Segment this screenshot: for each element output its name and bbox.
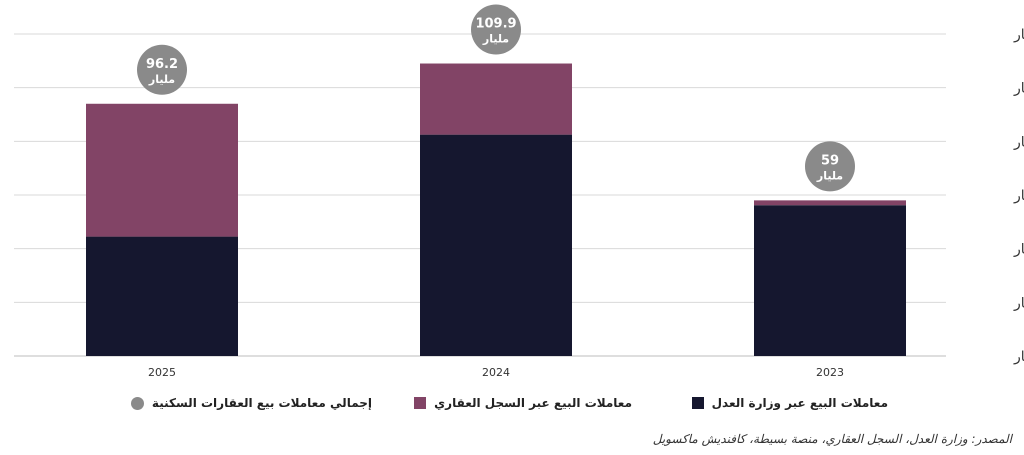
y-tick-label: 0 مليار <box>1013 349 1024 365</box>
total-unit-label: مليار <box>816 169 843 182</box>
total-bubble-2025 <box>137 44 187 95</box>
x-category-label: 2024 <box>482 366 510 379</box>
bar-segment-moj-2024 <box>420 134 572 356</box>
legend-swatch-registry <box>414 397 427 409</box>
bars <box>86 63 906 356</box>
y-axis-ticks: 0 مليار 20 مليار 40 مليار 60 مليار 80 مليار 1… <box>1013 27 1024 365</box>
total-value-label: 96.2 <box>146 57 178 72</box>
legend-label-registry: معاملات البيع عبر السجل العقاري <box>434 396 632 410</box>
total-value-label: 59 <box>821 153 839 168</box>
source-note: المصدر: وزارة العدل، السجل العقاري، منصة… <box>652 432 1012 446</box>
stacked-bar-chart: 0 مليار 20 مليار 40 مليار 60 مليار 80 مليار 1… <box>14 4 1024 379</box>
legend-item-total: إجمالي معاملات بيع العقارات السكنية <box>130 396 372 410</box>
total-bubble-2024 <box>471 4 521 55</box>
bar-segment-registry-2023 <box>754 200 906 206</box>
total-unit-label: مليار <box>148 73 175 86</box>
legend-swatch-moj <box>691 397 704 409</box>
x-category-label: 2025 <box>148 366 176 379</box>
y-tick-label: 100 مليار <box>1013 81 1024 97</box>
bar-segment-registry-2024 <box>420 63 572 135</box>
total-bubble-2023 <box>805 141 855 192</box>
legend-item-registry: معاملات البيع عبر السجل العقاري <box>414 396 632 410</box>
bar-segment-registry-2025 <box>86 103 238 237</box>
y-tick-label: 40 مليار <box>1013 242 1024 258</box>
total-unit-label: مليار <box>482 33 509 46</box>
bar-segment-moj-2025 <box>86 236 238 356</box>
legend-label-moj: معاملات البيع عبر وزارة العدل <box>711 396 888 410</box>
total-value-label: 109.9 <box>475 17 516 32</box>
x-axis-categories: 2025 2024 2023 <box>148 366 844 379</box>
y-tick-label: 60 مليار <box>1013 188 1024 204</box>
legend-swatch-total <box>130 396 144 410</box>
legend-label-total: إجمالي معاملات بيع العقارات السكنية <box>151 396 372 410</box>
x-category-label: 2023 <box>816 366 844 379</box>
bar-segment-moj-2023 <box>754 205 906 356</box>
legend: معاملات البيع عبر وزارة العدل معاملات ال… <box>0 396 1024 418</box>
y-tick-label: 80 مليار <box>1013 134 1024 150</box>
y-tick-label: 20 مليار <box>1013 295 1024 311</box>
y-tick-label: 120 مليار <box>1013 27 1024 43</box>
legend-item-moj: معاملات البيع عبر وزارة العدل <box>691 396 888 410</box>
